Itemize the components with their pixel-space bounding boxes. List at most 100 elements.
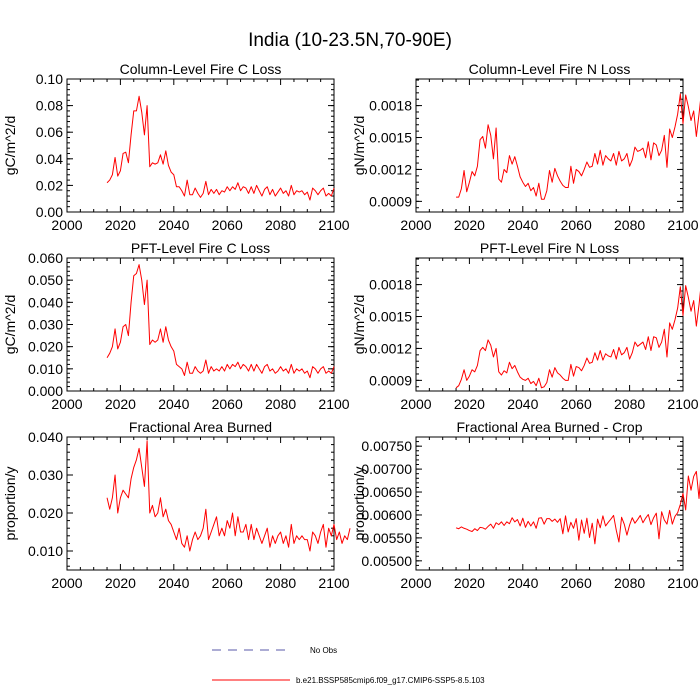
x-tick-label: 2100 (318, 575, 349, 591)
y-tick-label: 0.020 (28, 505, 63, 521)
y-tick-label: 0.00700 (361, 461, 412, 477)
y-tick-label: 0.10 (36, 71, 63, 87)
x-tick-label: 2020 (454, 396, 485, 412)
y-tick-label: 0.060 (28, 250, 63, 266)
y-tick-label: 0.030 (28, 317, 63, 333)
y-tick-label: 0.0015 (369, 130, 412, 146)
y-tick-label: 0.040 (28, 429, 63, 445)
panel-pft-level-fire-c-loss: 2000 2020 2040 2060 2080 2100 0.000 0.010 0.020 0… (2, 240, 350, 412)
y-tick-label: 0.020 (28, 339, 63, 355)
panel-title: PFT-Level Fire N Loss (480, 240, 619, 256)
x-tick-label: 2060 (212, 396, 243, 412)
x-tick-label: 2040 (507, 396, 538, 412)
y-tick-label: 0.0009 (369, 372, 412, 388)
y-tick-label: 0.000 (28, 383, 63, 399)
panel-pft-level-fire-n-loss: 2000 2020 2040 2060 2080 2100 0.0009 0.0012 0.00… (351, 240, 700, 412)
y-tick-label: 0.06 (36, 124, 63, 140)
plot-frame (66, 436, 335, 571)
x-tick-label: 2040 (158, 575, 189, 591)
x-tick-label: 2000 (51, 396, 82, 412)
x-tick-label: 2080 (614, 217, 645, 233)
x-tick-label: 2040 (158, 217, 189, 233)
panel-title: PFT-Level Fire C Loss (131, 240, 270, 256)
x-tick-label: 2080 (614, 575, 645, 591)
y-tick-label: 0.00550 (361, 530, 412, 546)
plot-frame (66, 78, 335, 213)
y-axis-label: gN/m^2/d (351, 295, 367, 354)
x-tick-label: 2000 (400, 575, 431, 591)
x-tick-label: 2020 (105, 575, 136, 591)
legend: No Obs b.e21.BSSP585cmip6.f09_g17.CMIP6-… (212, 646, 485, 685)
plot-frame (415, 78, 684, 213)
y-axis-label: proportion/y (2, 467, 18, 541)
plot-frame (415, 436, 684, 571)
x-tick-label: 2080 (265, 575, 296, 591)
figure-title: India (10-23.5N,70-90E) (248, 30, 452, 51)
y-tick-label: 0.00750 (361, 438, 412, 454)
x-tick-label: 2100 (318, 217, 349, 233)
panel-title: Fractional Area Burned - Crop (457, 419, 643, 435)
series-line (106, 95, 335, 201)
y-axis-label: gC/m^2/d (2, 295, 18, 354)
x-tick-label: 2060 (561, 575, 592, 591)
x-tick-label: 2000 (400, 396, 431, 412)
x-tick-label: 2100 (667, 396, 698, 412)
x-tick-label: 2100 (318, 396, 349, 412)
x-tick-label: 2020 (454, 575, 485, 591)
x-tick-label: 2040 (158, 396, 189, 412)
series-line (106, 264, 335, 379)
series-line (455, 285, 700, 389)
panel-title: Column-Level Fire N Loss (469, 61, 631, 77)
x-tick-label: 2080 (265, 217, 296, 233)
panel-column-level-fire-n-loss: 2000 2020 2040 2060 2080 2100 0.0009 0.0012 0.00… (351, 61, 700, 233)
y-tick-label: 0.00600 (361, 507, 412, 523)
y-axis-label: proportion/y (351, 467, 367, 541)
x-tick-label: 2060 (561, 217, 592, 233)
x-tick-label: 2000 (51, 575, 82, 591)
y-tick-label: 0.00500 (361, 553, 412, 569)
series-line (106, 440, 351, 552)
x-tick-label: 2040 (507, 217, 538, 233)
x-tick-label: 2020 (454, 217, 485, 233)
y-tick-label: 0.030 (28, 467, 63, 483)
y-tick-label: 0.00 (36, 204, 63, 220)
y-tick-label: 0.010 (28, 543, 63, 559)
y-tick-label: 0.0018 (369, 98, 412, 114)
series-line (455, 470, 700, 545)
x-tick-label: 2040 (507, 575, 538, 591)
y-tick-label: 0.0009 (369, 193, 412, 209)
y-tick-label: 0.050 (28, 272, 63, 288)
x-tick-label: 2020 (105, 217, 136, 233)
x-tick-label: 2080 (265, 396, 296, 412)
x-tick-label: 2080 (614, 396, 645, 412)
panel-fractional-area-burned-crop: 2000 2020 2040 2060 2080 2100 0.00500 0.00550 0.… (351, 419, 700, 591)
legend-obs-label: No Obs (310, 646, 337, 655)
panel-title: Fractional Area Burned (129, 419, 272, 435)
plot-frame (66, 257, 335, 392)
panel-column-level-fire-c-loss: 2000 2020 2040 2060 2080 2100 0.00 0.02 0.04 0.06… (2, 61, 350, 233)
legend-model-label: b.e21.BSSP585cmip6.f09_g17.CMIP6-SSP5-8.… (296, 676, 485, 685)
y-tick-label: 0.0018 (369, 277, 412, 293)
x-tick-label: 2100 (667, 217, 698, 233)
y-tick-label: 0.08 (36, 98, 63, 114)
y-tick-label: 0.00650 (361, 484, 412, 500)
x-tick-label: 2060 (561, 396, 592, 412)
x-tick-label: 2000 (400, 217, 431, 233)
y-tick-label: 0.0012 (369, 161, 412, 177)
y-tick-label: 0.040 (28, 294, 63, 310)
x-tick-label: 2020 (105, 396, 136, 412)
x-tick-label: 2060 (212, 217, 243, 233)
y-axis-label: gN/m^2/d (351, 116, 367, 175)
series-line (456, 93, 700, 200)
x-tick-label: 2060 (212, 575, 243, 591)
x-tick-label: 2100 (667, 575, 698, 591)
x-tick-label: 2000 (51, 217, 82, 233)
y-axis-label: gC/m^2/d (2, 116, 18, 175)
panel-title: Column-Level Fire C Loss (120, 61, 282, 77)
y-tick-label: 0.0012 (369, 340, 412, 356)
y-tick-label: 0.04 (36, 151, 63, 167)
panel-fractional-area-burned: 2000 2020 2040 2060 2080 2100 0.010 0.020 0.030 0… (2, 419, 351, 591)
y-tick-label: 0.0015 (369, 309, 412, 325)
y-tick-label: 0.010 (28, 361, 63, 377)
